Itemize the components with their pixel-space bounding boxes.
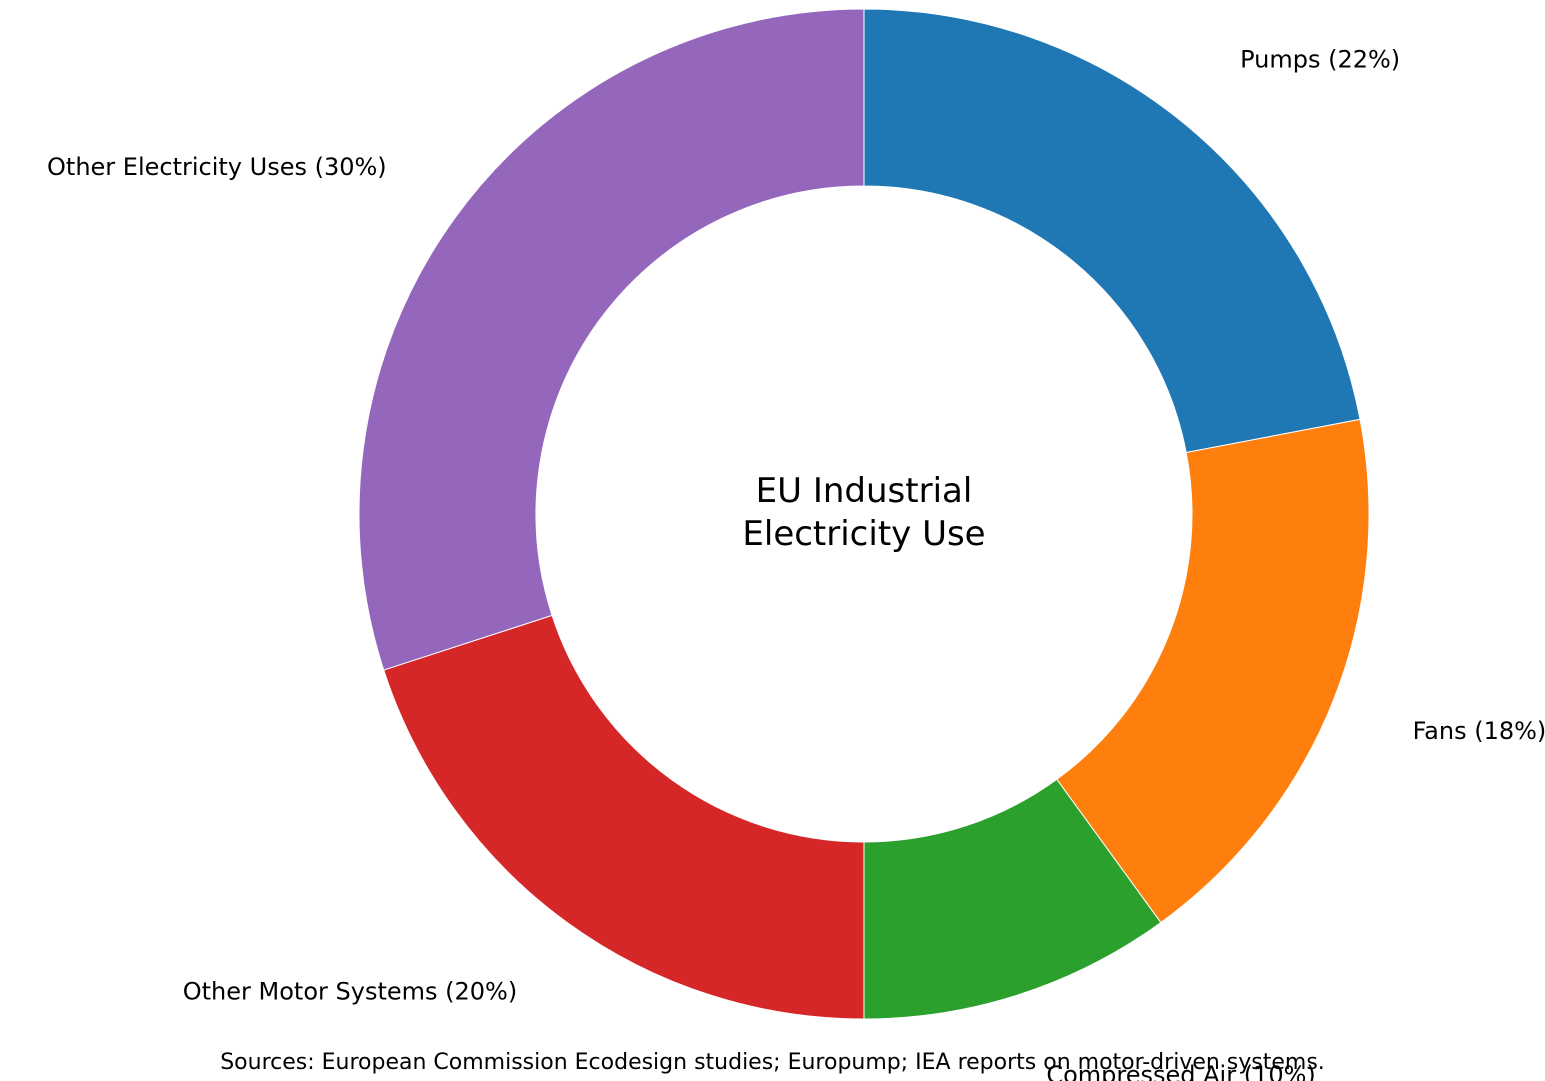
slice-labels: Pumps (22%) Fans (18%) Compressed Air (10%… — [47, 45, 1545, 1081]
slice-pumps — [863, 8, 1361, 454]
slice-fans — [1056, 418, 1370, 924]
slice-other-motor-systems — [383, 614, 865, 1020]
slice-label-fans: Fans (18%) — [1413, 717, 1545, 745]
slice-other-electricity-uses — [358, 8, 865, 671]
slice-label-other-motor-systems: Other Motor Systems (20%) — [183, 977, 517, 1005]
center-title-line-2: Electricity Use — [742, 514, 985, 554]
slice-label-compressed-air: Compressed Air (10%) — [1046, 1061, 1315, 1081]
slice-label-other-electricity-uses: Other Electricity Uses (30%) — [47, 153, 387, 181]
center-title-line-1: EU Industrial — [756, 471, 973, 511]
source-note: Sources: European Commission Ecodesign s… — [220, 1050, 1325, 1075]
slice-label-pumps: Pumps (22%) — [1240, 45, 1400, 73]
donut-slices — [358, 8, 1370, 1020]
